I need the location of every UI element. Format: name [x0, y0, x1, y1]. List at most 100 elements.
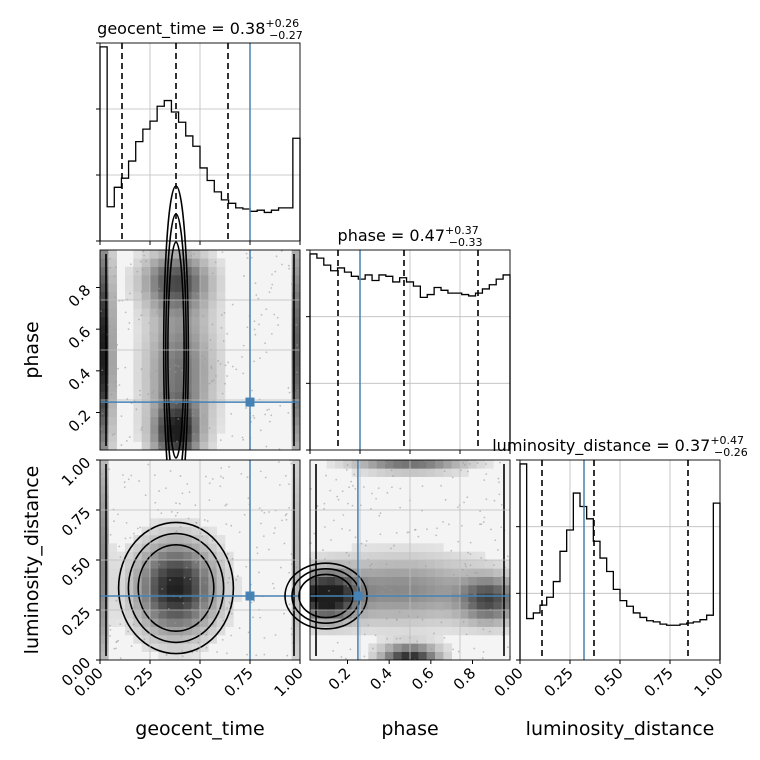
density-cell — [385, 576, 394, 586]
density-cell — [291, 350, 301, 359]
density-cell — [166, 551, 176, 561]
density-cell — [410, 585, 419, 594]
density-cell — [426, 618, 436, 627]
density-cell — [183, 250, 192, 259]
sample-point — [214, 261, 217, 264]
density-cell — [443, 585, 452, 594]
sample-point — [485, 463, 487, 465]
sample-point — [407, 615, 410, 618]
density-cell — [100, 366, 109, 376]
sample-point — [490, 528, 492, 531]
sample-point — [259, 429, 262, 432]
xtick-label: 0.25 — [120, 664, 156, 700]
density-cell — [318, 576, 327, 586]
density-cell — [443, 568, 452, 577]
sample-point — [500, 526, 503, 529]
density-cell — [166, 366, 176, 376]
sample-point — [348, 554, 350, 557]
density-cell — [443, 643, 452, 652]
sample-point — [421, 618, 424, 621]
sample-point — [476, 462, 479, 464]
density-cell — [443, 551, 452, 561]
density-cell — [141, 635, 151, 644]
density-cell — [451, 610, 461, 619]
density-cell — [141, 643, 151, 652]
sample-point — [312, 565, 315, 568]
density-cell — [150, 383, 159, 392]
density-cell — [326, 626, 336, 636]
density-cell — [216, 610, 226, 619]
sample-point — [384, 586, 387, 589]
sample-point — [160, 512, 163, 515]
density-cell — [291, 441, 301, 451]
sample-point — [263, 653, 266, 656]
density-cell — [200, 283, 209, 292]
density-cell — [108, 400, 117, 409]
density-cell — [291, 266, 301, 276]
density-cell — [150, 593, 159, 602]
density-cell — [485, 585, 494, 594]
sample-point — [257, 297, 260, 300]
sample-point — [337, 498, 340, 501]
sample-point — [391, 486, 393, 489]
density-cell — [191, 350, 201, 359]
sample-point — [221, 251, 224, 254]
density-cell — [326, 610, 336, 619]
sample-point — [230, 612, 233, 615]
density-cell — [191, 543, 201, 552]
density-cell — [351, 601, 361, 611]
density-cell — [501, 601, 511, 611]
sample-point — [109, 533, 112, 536]
sample-point — [259, 616, 262, 619]
density-cell — [133, 560, 142, 569]
density-cell — [200, 341, 209, 351]
sample-point — [179, 525, 182, 528]
density-cell — [175, 341, 184, 351]
sample-point — [417, 535, 420, 538]
density-cell — [208, 291, 217, 301]
sample-point — [180, 635, 183, 637]
sample-point — [120, 415, 123, 418]
sample-point — [274, 527, 276, 529]
density-cell — [401, 593, 411, 602]
sample-point — [174, 371, 177, 373]
density-cell — [150, 258, 159, 267]
density-cell — [191, 333, 201, 342]
density-cell — [108, 350, 117, 359]
density-cell — [158, 291, 167, 301]
density-cell — [158, 568, 167, 577]
density-cell — [310, 551, 319, 561]
sample-point — [228, 601, 231, 604]
density-cell — [368, 460, 377, 469]
sample-point — [479, 523, 481, 526]
density-cell — [100, 618, 109, 627]
sample-point — [254, 333, 257, 336]
density-cell — [418, 635, 427, 644]
density-cell — [200, 275, 209, 284]
density-cell — [493, 593, 502, 602]
density-cell — [175, 400, 184, 409]
density-cell — [393, 543, 402, 552]
density-cell — [360, 560, 369, 569]
density-cell — [150, 341, 159, 351]
sample-point — [494, 539, 497, 542]
sample-point — [169, 470, 172, 472]
density-cell — [208, 358, 217, 367]
sample-point — [117, 367, 119, 370]
sample-point — [466, 470, 469, 473]
density-cell — [291, 501, 301, 511]
density-cell — [291, 493, 301, 502]
density-cell — [233, 585, 242, 594]
sample-point — [341, 527, 343, 530]
density-cell — [108, 366, 117, 376]
density-cell — [183, 425, 192, 434]
sample-point — [250, 601, 253, 604]
density-cell — [108, 416, 117, 426]
density-cell — [310, 618, 319, 627]
density-cell — [393, 576, 402, 586]
density-cell — [418, 651, 427, 661]
sample-point — [259, 470, 262, 473]
sample-point — [230, 634, 233, 637]
density-cell — [225, 576, 234, 586]
density-cell — [460, 560, 469, 569]
